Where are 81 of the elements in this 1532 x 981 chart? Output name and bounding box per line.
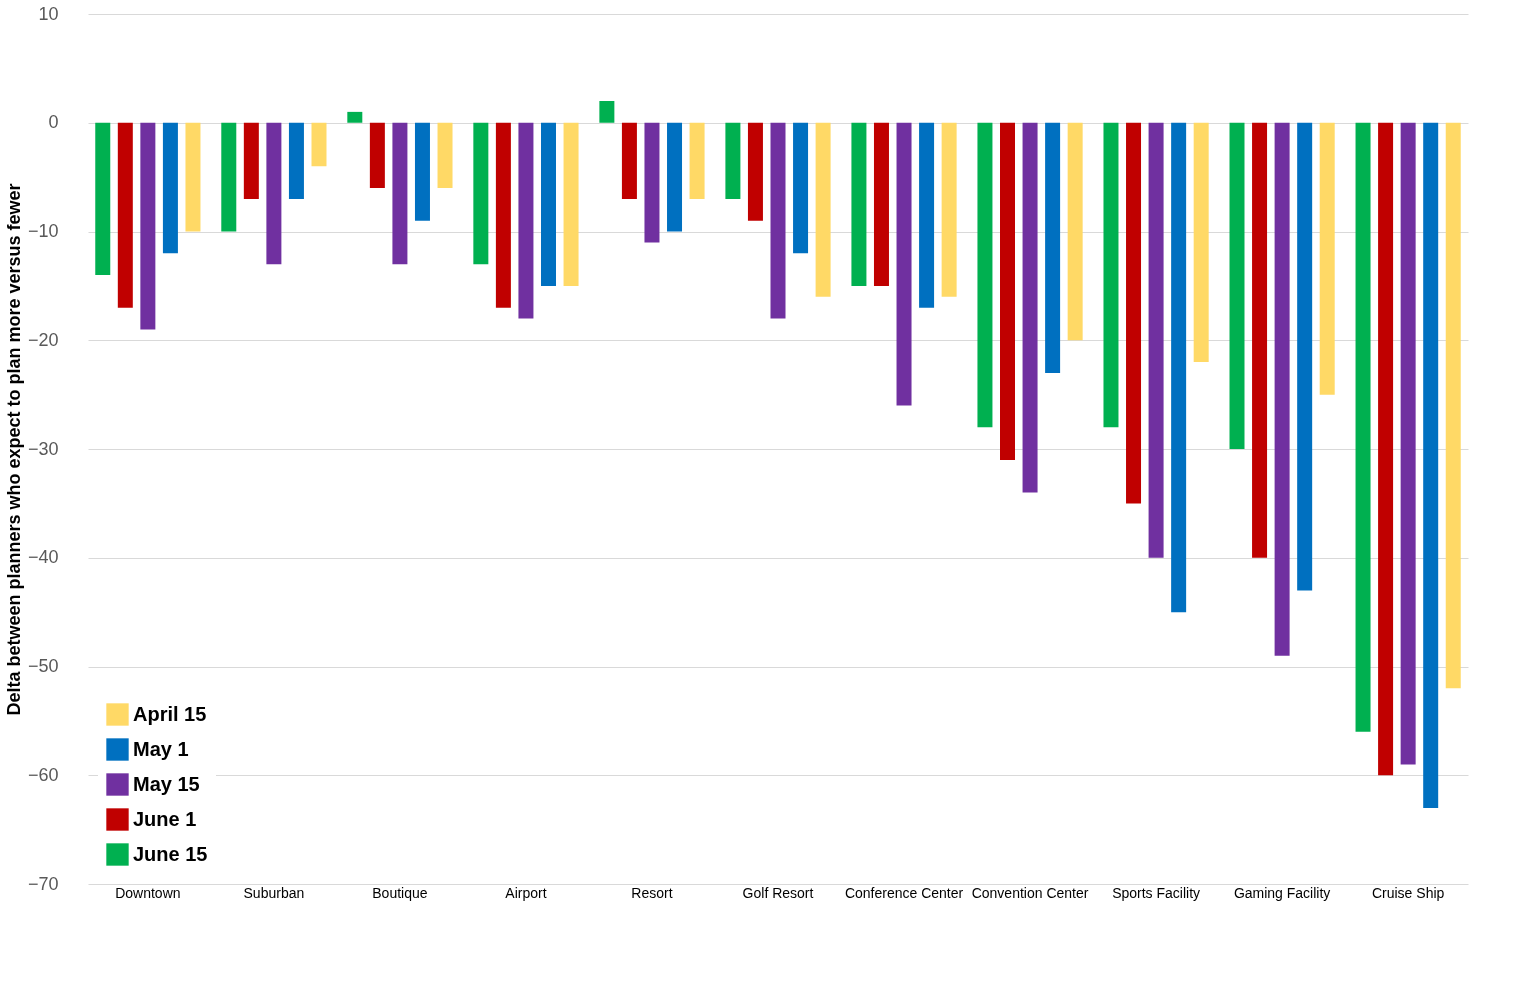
- legend-label: April 15: [133, 702, 207, 725]
- bar: [770, 122, 786, 319]
- bar: [1252, 122, 1268, 558]
- y-tick-label: −60: [27, 764, 59, 785]
- bar: [185, 122, 201, 232]
- bar: [644, 122, 660, 243]
- y-tick-label: −40: [27, 547, 59, 568]
- legend-label: June 1: [133, 807, 197, 830]
- bar: [977, 122, 993, 428]
- bar: [392, 122, 408, 265]
- bar: [1067, 122, 1083, 341]
- bar: [1423, 122, 1439, 808]
- bar: [266, 122, 282, 265]
- bar: [793, 122, 809, 254]
- bar: [95, 122, 111, 275]
- bar: [621, 122, 637, 199]
- legend-label: May 1: [133, 737, 189, 760]
- y-tick-label: 10: [38, 3, 59, 24]
- x-tick-label: Golf Resort: [742, 884, 814, 901]
- x-tick-label: Cruise Ship: [1371, 884, 1445, 901]
- bar: [473, 122, 489, 265]
- y-tick-label: 0: [48, 112, 59, 133]
- bar: [1445, 122, 1461, 689]
- bar: [563, 122, 579, 286]
- x-tick-label: Gaming Facility: [1233, 884, 1331, 901]
- y-tick-label: −30: [27, 438, 59, 459]
- bar: [1045, 122, 1061, 373]
- y-tick-label: −70: [27, 873, 59, 894]
- bar: [1103, 122, 1119, 428]
- y-tick-label: −20: [27, 329, 59, 350]
- bar: [140, 122, 156, 330]
- bar: [1355, 122, 1371, 732]
- bar: [1171, 122, 1187, 613]
- bar: [667, 122, 683, 232]
- bar: [221, 122, 237, 232]
- y-tick-label: −10: [27, 221, 59, 241]
- bar: [1400, 122, 1416, 765]
- bar: [243, 122, 259, 199]
- bar: [437, 122, 453, 188]
- x-tick-label: Boutique: [372, 884, 428, 901]
- bar: [1319, 122, 1335, 395]
- bar: [117, 122, 133, 308]
- bar: [896, 122, 912, 406]
- bar: [815, 122, 831, 297]
- bar: [1193, 122, 1209, 362]
- bar: [1148, 122, 1164, 558]
- bar: [941, 122, 957, 297]
- bar: [518, 122, 534, 319]
- x-tick-label: Downtown: [115, 884, 181, 901]
- bar: [1000, 122, 1015, 460]
- bar: [689, 122, 705, 199]
- bar: [725, 122, 741, 199]
- bar: [495, 122, 511, 308]
- bar: [599, 101, 615, 123]
- bar: [1297, 122, 1313, 591]
- bar: [747, 122, 763, 221]
- bar: [369, 122, 385, 188]
- bar: [1126, 122, 1142, 504]
- bar: [541, 122, 556, 286]
- bar: [1022, 122, 1038, 493]
- bar: [1378, 122, 1394, 776]
- bar: [1229, 122, 1245, 449]
- bar: [311, 122, 327, 167]
- bar: [1274, 122, 1290, 656]
- x-tick-label: Sports Facility: [1112, 884, 1201, 901]
- bar: [414, 122, 430, 221]
- x-tick-label: Airport: [505, 884, 547, 901]
- x-tick-label: Resort: [631, 884, 673, 901]
- legend-label: June 15: [133, 842, 208, 865]
- bar: [919, 122, 935, 308]
- bar: [288, 122, 304, 199]
- bar: [347, 111, 363, 123]
- y-tick-label: −50: [27, 656, 59, 676]
- legend-label: May 15: [133, 772, 200, 795]
- bar: [873, 122, 889, 286]
- x-tick-label: Suburban: [243, 884, 305, 901]
- bar: [162, 122, 178, 254]
- y-axis-title: Delta between planners who expect to plan more versus fewer: [3, 183, 24, 716]
- x-tick-label: Conference Center: [844, 884, 964, 901]
- bar: [851, 122, 867, 286]
- x-tick-label: Convention Center: [971, 884, 1089, 901]
